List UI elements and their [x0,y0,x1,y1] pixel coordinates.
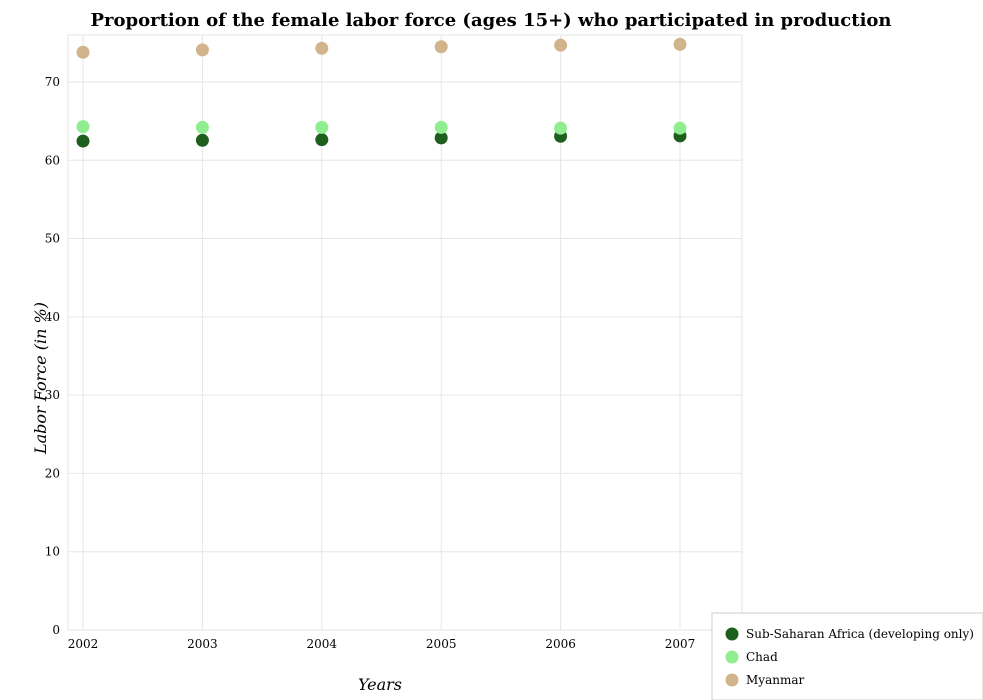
y-tick-label: 50 [45,232,60,246]
data-point-series-2 [434,120,448,134]
y-tick-label: 30 [45,388,60,402]
data-point-series-2 [195,120,209,134]
x-tick-label: 2002 [68,637,99,651]
y-tick-label: 40 [45,310,60,324]
grid-lines [67,34,743,631]
data-point-series-1 [195,133,209,147]
data-point-series-2 [673,121,687,135]
data-point-series-3 [76,45,90,59]
y-tick-label: 60 [45,153,60,167]
x-tick-label: 2005 [426,637,457,651]
x-tick-label: 2004 [307,637,338,651]
data-point-series-3 [554,38,568,52]
data-point-series-3 [315,41,329,55]
legend-marker [725,627,739,641]
legend-marker [725,650,739,664]
y-tick-label: 20 [45,466,60,480]
data-point-series-2 [315,120,329,134]
y-axis-label: Labor Force (in %) [31,302,50,455]
data-point-series-2 [554,121,568,135]
plot-area: 2002 2003 2004 2005 2006 2007 0 10 20 30 40 50 60 70 [45,34,743,651]
legend-marker [725,673,739,687]
plot-frame [67,34,743,631]
y-tick-labels: 0 10 20 30 40 50 60 70 [45,75,60,637]
legend-label: Myanmar [746,673,804,687]
y-tick-label: 0 [52,623,60,637]
legend-box [711,612,983,700]
x-tick-label: 2007 [665,637,696,651]
x-tick-label: 2006 [545,637,576,651]
data-point-series-3 [673,37,687,51]
data-point-series-3 [434,40,448,54]
data-point-series-1 [434,131,448,145]
chart-title: Proportion of the female labor force (ag… [90,10,891,31]
legend: Sub-Saharan Africa (developing only) Chad… [711,612,983,700]
x-tick-labels: 2002 2003 2004 2005 2006 2007 [68,637,696,651]
data-point-series-2 [76,120,90,134]
data-points [76,37,687,148]
data-point-series-1 [315,133,329,147]
y-tick-label: 10 [45,545,60,559]
y-tick-label: 70 [45,75,60,89]
x-axis-label: Years [358,675,402,694]
legend-label: Sub-Saharan Africa (developing only) [746,627,974,641]
data-point-series-1 [76,134,90,148]
legend-label: Chad [746,650,778,664]
data-point-series-3 [195,43,209,57]
x-tick-label: 2003 [187,637,218,651]
